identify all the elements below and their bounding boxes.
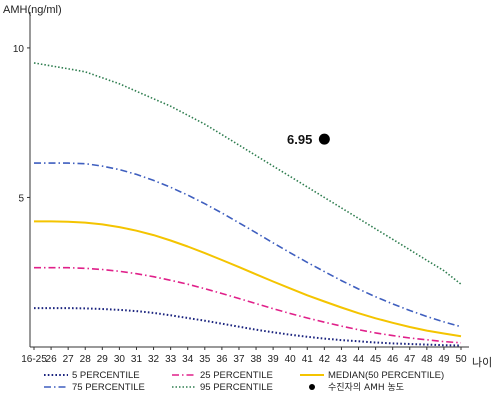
- x-tick-label: 46: [387, 354, 399, 365]
- x-tick-label: 30: [114, 354, 126, 365]
- patient-amh-value-label: 6.95: [287, 132, 312, 147]
- x-tick-label: 39: [268, 354, 280, 365]
- x-tick-label: 28: [80, 354, 92, 365]
- y-tick-label: 5: [18, 193, 24, 204]
- x-tick-label: 27: [63, 354, 75, 365]
- series-line: [34, 266, 462, 344]
- x-axis-label: 나이: [472, 356, 492, 369]
- y-tick-label: 10: [13, 44, 25, 55]
- x-tick-label: 50: [455, 354, 467, 365]
- legend-label: 25 PERCENTILE: [200, 370, 273, 381]
- legend-label: 75 PERCENTILE: [72, 382, 145, 393]
- x-tick-label: 35: [199, 354, 211, 365]
- x-tick-label: 34: [182, 354, 194, 365]
- x-tick-label: 48: [421, 354, 433, 365]
- x-tick-label: 49: [438, 354, 450, 365]
- x-tick-label: 33: [165, 354, 177, 365]
- x-tick-label: 43: [336, 354, 348, 365]
- series-line: [34, 162, 462, 328]
- x-tick-label: 31: [131, 354, 143, 365]
- x-tick-label: 16-25: [21, 354, 47, 365]
- series-line: [33, 62, 462, 285]
- legend-label: MEDIAN(50 PERCENTILE): [328, 370, 444, 381]
- series-line: [34, 307, 462, 347]
- y-axis-label: AMH(ng/ml): [3, 4, 62, 16]
- points-layer: 6.95: [287, 132, 330, 147]
- x-tick-label: 47: [404, 354, 416, 365]
- x-tick-label: 36: [216, 354, 228, 365]
- patient-amh-point: [318, 133, 330, 145]
- x-tick-label: 37: [233, 354, 245, 365]
- x-tick-label: 45: [370, 354, 382, 365]
- x-tick-label: 29: [97, 354, 109, 365]
- legend: 5 PERCENTILE 25 PERCENTILE MEDIAN(50 PERCE…: [44, 370, 444, 393]
- legend-marker-dot: [309, 384, 315, 390]
- series-line: [34, 220, 462, 338]
- x-tick-label: 32: [148, 354, 160, 365]
- legend-label: 95 PERCENTILE: [200, 382, 273, 393]
- x-tick-label: 26: [46, 354, 58, 365]
- x-tick-label: 44: [353, 354, 365, 365]
- legend-label: 5 PERCENTILE: [72, 370, 140, 381]
- legend-label: 수진자의 AMH 농도: [328, 382, 404, 393]
- x-tick-label: 42: [319, 354, 331, 365]
- series-layer: [33, 62, 462, 347]
- x-tick-label: 41: [302, 354, 314, 365]
- x-tick-label: 40: [285, 354, 297, 365]
- x-tick-label: 38: [250, 354, 262, 365]
